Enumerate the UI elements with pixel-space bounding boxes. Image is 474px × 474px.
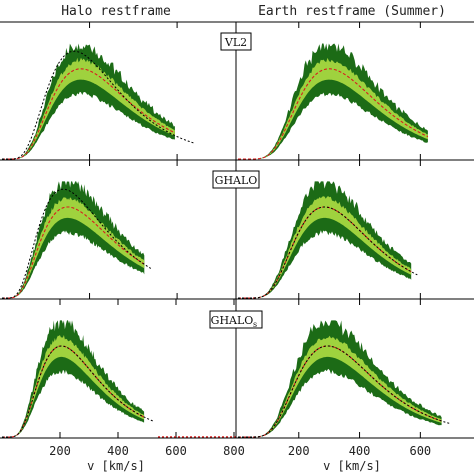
median-line xyxy=(2,206,145,299)
fit-curve xyxy=(2,50,195,160)
fit-curve xyxy=(2,345,153,438)
inner-band xyxy=(238,57,428,159)
error-bands xyxy=(238,181,412,298)
svg-text:GHALO: GHALO xyxy=(211,314,254,327)
svg-text:VL2: VL2 xyxy=(224,36,247,49)
ghalo-label: GHALO xyxy=(212,170,260,189)
axes xyxy=(298,22,421,160)
outer-band xyxy=(2,320,145,437)
svg-text:s: s xyxy=(253,320,257,329)
panel-vl2-halo xyxy=(2,22,195,160)
panel-ghalo-earth xyxy=(238,160,421,299)
axes xyxy=(89,22,178,160)
panel-ghalo-halo xyxy=(2,160,178,299)
x-tick-label: 600 xyxy=(165,444,187,458)
svg-text:GHALO: GHALO xyxy=(215,174,258,187)
axes xyxy=(298,160,421,299)
column-title-earth: Earth restframe (Summer) xyxy=(258,4,446,19)
vl2-label: VL2 xyxy=(220,32,252,51)
axes xyxy=(89,160,178,299)
panel-ghalos-halo: 200 400 600 800 xyxy=(2,299,245,458)
column-title-halo: Halo restframe xyxy=(61,4,171,19)
inner-band xyxy=(2,335,145,437)
fit-curve xyxy=(238,345,451,438)
error-bands xyxy=(238,320,442,437)
panel-frames xyxy=(0,21,474,439)
fit-curve xyxy=(238,206,418,299)
error-bands xyxy=(2,181,145,298)
x-axis-label-right: v [km/s] xyxy=(323,459,381,473)
x-tick-label: 200 xyxy=(49,444,71,458)
outer-band xyxy=(2,43,175,159)
x-tick-label: 600 xyxy=(409,444,431,458)
median-line xyxy=(238,68,429,160)
error-bands xyxy=(2,320,145,437)
error-bands xyxy=(238,43,428,159)
x-tick-label: 200 xyxy=(288,444,310,458)
inner-band xyxy=(2,57,175,159)
inner-band xyxy=(2,197,145,298)
axes: 200 400 600 xyxy=(288,299,431,458)
ghalos-label: GHALO s xyxy=(209,310,263,329)
axes: 200 400 600 800 xyxy=(49,299,245,458)
inner-band xyxy=(238,335,442,437)
outer-band xyxy=(238,181,412,298)
outer-band xyxy=(238,320,442,437)
x-tick-label: 800 xyxy=(223,444,245,458)
fit-curve xyxy=(2,188,152,299)
x-tick-label: 400 xyxy=(107,444,129,458)
outer-band xyxy=(2,181,145,298)
x-tick-label: 400 xyxy=(349,444,371,458)
median-line xyxy=(2,68,176,160)
panel-vl2-earth xyxy=(238,22,429,160)
error-bands xyxy=(2,43,175,159)
panel-ghalos-earth: 200 400 600 xyxy=(238,299,451,458)
x-axis-label-left: v [km/s] xyxy=(87,459,145,473)
outer-band xyxy=(238,43,428,159)
